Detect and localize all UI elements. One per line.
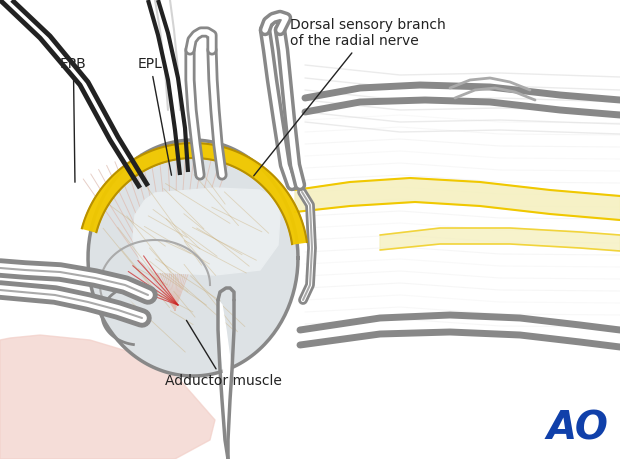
- Polygon shape: [218, 300, 234, 459]
- Polygon shape: [88, 140, 298, 376]
- Polygon shape: [0, 335, 215, 459]
- Polygon shape: [82, 143, 307, 244]
- Polygon shape: [133, 188, 280, 275]
- Text: AO: AO: [547, 410, 609, 448]
- Polygon shape: [102, 289, 140, 345]
- Text: Adductor muscle: Adductor muscle: [165, 320, 282, 388]
- Text: EPL: EPL: [138, 57, 172, 175]
- Polygon shape: [380, 228, 620, 251]
- Text: Dorsal sensory branch
of the radial nerve: Dorsal sensory branch of the radial nerv…: [254, 18, 446, 176]
- Text: EPB: EPB: [60, 57, 87, 182]
- Polygon shape: [295, 178, 620, 220]
